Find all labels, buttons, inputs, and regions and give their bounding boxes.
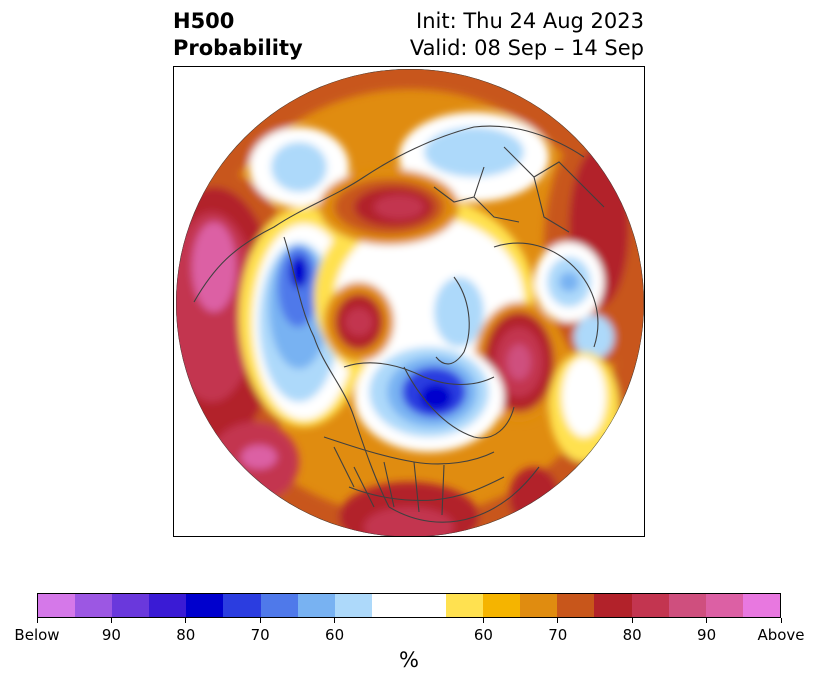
colorbar-below-7: [297, 594, 335, 617]
title-right: Init: Thu 24 Aug 2023 Valid: 08 Sep – 14…: [410, 8, 644, 62]
colorbar-tick: [557, 618, 559, 623]
map-globe: [176, 69, 644, 536]
colorbar-tick-label: 90: [101, 626, 121, 644]
colorbar: [37, 593, 781, 618]
coastlines: [193, 125, 605, 523]
colorbar-above-3: [557, 594, 595, 617]
colorbar-below-5: [223, 594, 261, 617]
colorbar-tick: [185, 618, 187, 623]
colorbar-tick-label: 70: [250, 626, 270, 644]
valid-period: Valid: 08 Sep – 14 Sep: [409, 36, 644, 60]
colorbar-above-2: [520, 594, 558, 617]
map-frame: [173, 66, 645, 537]
colorbar-unit: %: [399, 648, 419, 672]
probability-map: [176, 69, 644, 536]
colorbar-above-7: [705, 594, 743, 617]
colorbar-tick-label: 90: [697, 626, 717, 644]
colorbar-above-1: [483, 594, 521, 617]
colorbar-above-6: [668, 594, 706, 617]
colorbar-tick-label: 60: [325, 626, 345, 644]
colorbar-above-4: [594, 594, 632, 617]
colorbar-tick-label: 70: [548, 626, 568, 644]
init-time: Init: Thu 24 Aug 2023: [416, 9, 644, 33]
colorbar-tick-label: Below: [14, 626, 60, 644]
colorbar-tick-label: 60: [473, 626, 493, 644]
colorbar-tick-label: 80: [176, 626, 196, 644]
colorbar-tick: [780, 618, 782, 623]
anomaly-field: [176, 69, 644, 536]
colorbar-below-1: [75, 594, 113, 617]
colorbar-below-0: [38, 594, 76, 617]
colorbar-tick: [482, 618, 484, 623]
colorbar-above-0: [446, 594, 484, 617]
colorbar-tick-label: 80: [622, 626, 642, 644]
colorbar-below-3: [149, 594, 187, 617]
colorbar-tick: [110, 618, 112, 623]
colorbar-above-8: [742, 594, 780, 617]
colorbar-below-2: [112, 594, 150, 617]
colorbar-neutral: [371, 594, 447, 617]
colorbar-below-4: [186, 594, 224, 617]
colorbar-tick-label: Above: [757, 626, 805, 644]
colorbar-tick: [334, 618, 336, 623]
colorbar-above-5: [631, 594, 669, 617]
product-name: Probability: [173, 36, 303, 60]
field-name: H500: [173, 9, 235, 33]
colorbar-tick: [259, 618, 261, 623]
colorbar-below-8: [334, 594, 372, 617]
colorbar-tick: [706, 618, 708, 623]
colorbar-tick: [36, 618, 38, 623]
title-left: H500 Probability: [173, 8, 303, 62]
colorbar-below-6: [260, 594, 298, 617]
colorbar-tick: [631, 618, 633, 623]
